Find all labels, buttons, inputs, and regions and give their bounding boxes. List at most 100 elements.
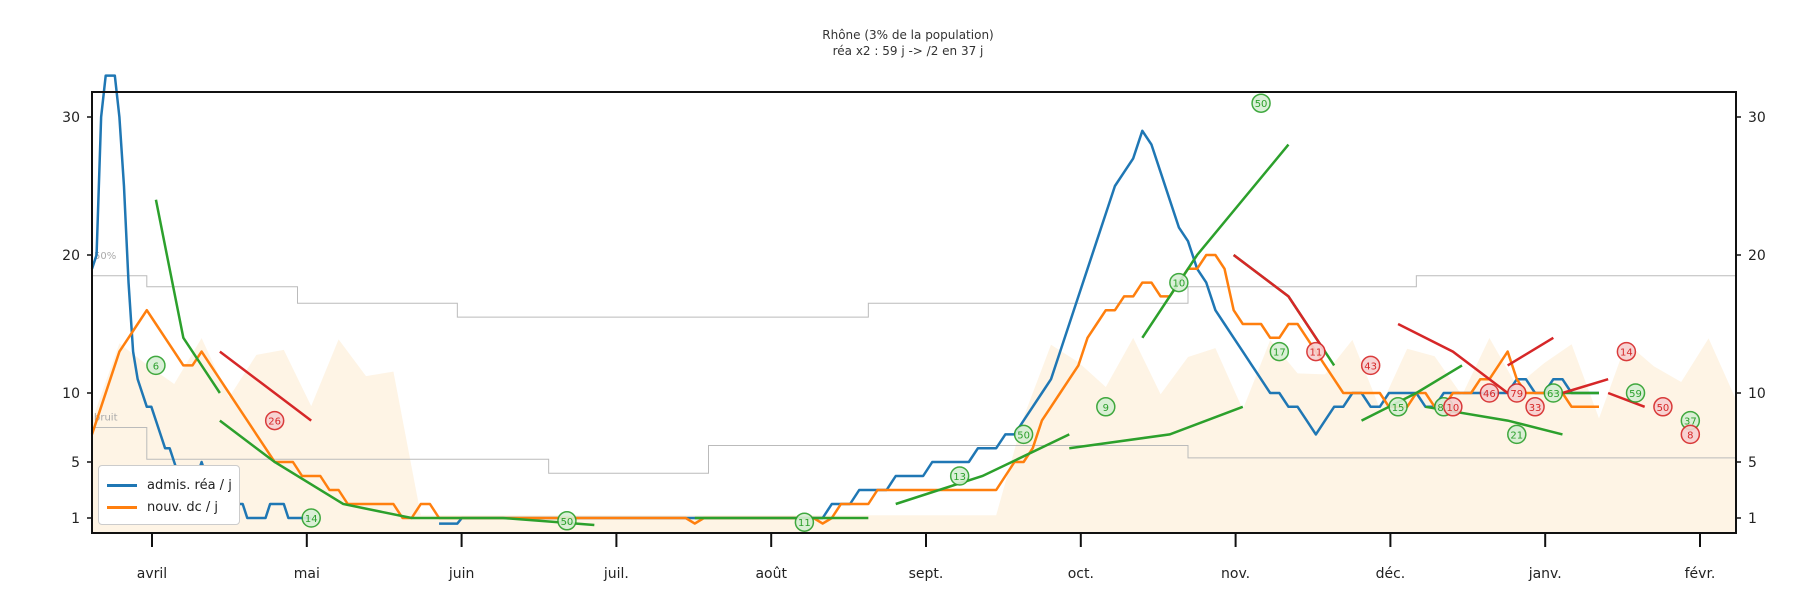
legend: admis. réa / j nouv. dc / j <box>98 465 240 525</box>
badge-red-1: 11 <box>1306 341 1326 362</box>
badge-green-6-circle <box>1096 397 1116 417</box>
y-tick-label-left-2: 10 <box>62 386 80 402</box>
y-tick-label-right-1: 5 <box>1748 455 1757 471</box>
y-tick-label-right-4: 30 <box>1748 110 1766 126</box>
badge-green-14: 59 <box>1625 383 1646 403</box>
badge-green-9: 17 <box>1269 341 1290 362</box>
badge-green-10-circle <box>1388 397 1408 417</box>
badge-red-0-circle <box>264 410 285 431</box>
guide-line-upper <box>92 275 1736 318</box>
badge-green-3-circle <box>794 512 815 532</box>
badge-red-3: 10 <box>1443 397 1463 417</box>
x-tick-label-7: nov. <box>1221 566 1250 582</box>
badges: 6145011135091050171582216359372611431046… <box>146 93 1701 532</box>
badge-red-2-label: 43 <box>1364 361 1377 372</box>
badge-red-2: 43 <box>1360 355 1381 376</box>
legend-label-dc: nouv. dc / j <box>147 499 219 515</box>
fit-red-5 <box>1607 391 1646 408</box>
fit-green-3 <box>895 433 1070 506</box>
guide-label-noise: bruit <box>94 413 118 424</box>
badge-green-5-circle <box>1013 424 1034 445</box>
badge-green-13-label: 63 <box>1547 389 1560 400</box>
badge-red-3-circle <box>1443 397 1463 417</box>
y-tick-label-left-1: 5 <box>71 455 80 471</box>
badge-green-10: 15 <box>1388 397 1408 417</box>
x-tick-label-4: août <box>755 566 787 582</box>
badge-red-8-label: 50 <box>1657 403 1670 414</box>
badge-green-6: 9 <box>1096 397 1116 417</box>
grid-lines: 50% bruit <box>92 251 1736 474</box>
legend-item-dc: nouv. dc / j <box>107 498 218 516</box>
badge-green-1-label: 14 <box>305 514 318 525</box>
badge-green-13-circle <box>1543 383 1564 403</box>
badge-green-2-circle <box>557 511 577 531</box>
noise-area <box>92 337 1736 533</box>
x-tick-label-9: janv. <box>1528 566 1562 582</box>
badge-green-5: 50 <box>1013 424 1034 445</box>
x-tick-label-1: mai <box>294 566 320 582</box>
x-tick-label-0: avril <box>137 566 167 582</box>
fit-red-0 <box>219 350 312 422</box>
badge-green-5-label: 50 <box>1017 430 1030 441</box>
fit-red-3 <box>1562 378 1609 395</box>
y-tick-label-right-0: 1 <box>1748 511 1757 527</box>
fit-green-7 <box>1360 364 1463 422</box>
badge-green-2-label: 50 <box>561 517 574 528</box>
badge-green-12: 21 <box>1507 424 1527 445</box>
badge-green-9-circle <box>1269 341 1290 362</box>
y-tick-label-right-3: 20 <box>1748 248 1766 264</box>
badge-red-6: 33 <box>1525 397 1545 417</box>
badge-green-3: 11 <box>794 512 815 532</box>
badge-green-8-label: 50 <box>1255 99 1268 110</box>
badge-green-1-circle <box>301 508 321 528</box>
badge-red-8: 50 <box>1653 397 1673 417</box>
fit-green-5 <box>1141 143 1290 339</box>
badge-green-7-label: 10 <box>1172 279 1185 290</box>
fit-green-4 <box>1069 405 1244 450</box>
badge-green-6-label: 9 <box>1103 403 1109 414</box>
y-tick-label-left-0: 1 <box>71 511 80 527</box>
badge-red-1-circle <box>1306 341 1326 362</box>
badge-green-7-circle <box>1169 272 1189 293</box>
x-tick-label-6: oct. <box>1068 566 1094 582</box>
y-tick-label-left-4: 30 <box>62 110 80 126</box>
badge-green-14-circle <box>1625 383 1646 403</box>
badge-green-12-circle <box>1507 424 1527 445</box>
badge-green-0: 6 <box>146 355 166 376</box>
x-tick-label-2: juin <box>448 566 475 582</box>
badge-red-6-label: 33 <box>1529 403 1542 414</box>
fit-red-1 <box>1232 254 1327 353</box>
badge-green-2: 50 <box>557 511 577 531</box>
x-tick-label-3: juil. <box>603 566 629 582</box>
fit-red-4 <box>1507 336 1554 367</box>
series-line-2 <box>90 253 1599 525</box>
badge-red-5: 79 <box>1507 383 1527 403</box>
badge-red-8-circle <box>1653 397 1673 417</box>
badge-red-9-circle <box>1680 424 1701 445</box>
badge-green-0-label: 6 <box>153 361 159 372</box>
badge-red-1-label: 11 <box>1309 348 1322 359</box>
badge-red-4-label: 46 <box>1483 389 1496 400</box>
badge-green-13: 63 <box>1543 383 1564 403</box>
legend-swatch-rea <box>107 483 137 487</box>
badge-red-3-label: 10 <box>1446 403 1459 414</box>
chart-subtitle: réa x2 : 59 j -> /2 en 37 j <box>832 44 984 58</box>
badge-red-7-circle <box>1616 341 1637 362</box>
guide-line-lower <box>92 427 1736 474</box>
fit-lines <box>154 143 1646 527</box>
badge-green-7: 10 <box>1169 272 1189 293</box>
legend-label-rea: admis. réa / j <box>147 477 232 493</box>
badge-red-0-label: 26 <box>268 417 281 428</box>
fit-green-1 <box>219 419 595 527</box>
badge-red-7: 14 <box>1616 341 1637 362</box>
badge-red-6-circle <box>1525 397 1545 417</box>
chart-title: Rhône (3% de la population) <box>822 28 994 42</box>
x-tick-label-8: déc. <box>1376 566 1406 582</box>
badge-green-12-label: 21 <box>1510 430 1523 441</box>
legend-swatch-dc <box>107 505 137 509</box>
badge-red-4: 46 <box>1479 383 1500 403</box>
badge-red-0: 26 <box>264 410 285 431</box>
badge-green-14-label: 59 <box>1629 389 1642 400</box>
